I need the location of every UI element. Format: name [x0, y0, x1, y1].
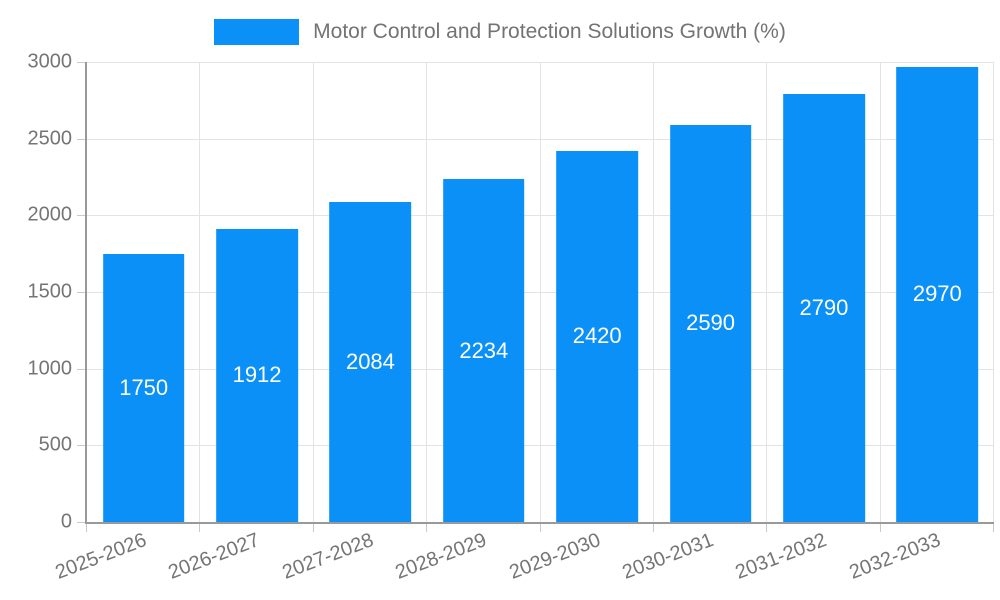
y-tick-label: 500 [38, 433, 72, 456]
x-gridline [993, 62, 994, 522]
bar[interactable]: 2790 [783, 94, 865, 522]
plot-area: 1750 1912 2084 2234 2420 2590 2790 2970 [77, 62, 994, 532]
y-gridline [87, 62, 994, 63]
x-tick-mark [652, 524, 654, 532]
x-tick-mark [86, 524, 87, 532]
y-tick-label: 1000 [27, 357, 73, 380]
y-tick-mark [77, 445, 85, 447]
x-gridline [199, 62, 201, 522]
y-tick-label: 0 [60, 510, 72, 533]
y-gridline [87, 138, 994, 140]
y-tick-label: 2000 [27, 203, 73, 226]
y-gridline [87, 292, 994, 293]
x-gridline [766, 62, 768, 522]
x-tick-label: 2031-2032 [732, 529, 830, 584]
bar[interactable]: 2970 [896, 66, 979, 522]
bar-value-label: 2970 [912, 281, 962, 307]
x-tick-mark [879, 524, 881, 532]
x-tick-mark [993, 524, 994, 532]
bar[interactable]: 2590 [669, 124, 752, 522]
x-tick-label: 2029-2030 [505, 529, 604, 584]
y-tick-mark [77, 215, 85, 217]
y-tick-mark [77, 292, 85, 293]
y-gridline [87, 215, 994, 217]
x-tick-label: 2027-2028 [279, 529, 377, 584]
x-tick-mark [312, 524, 314, 532]
y-axis-labels: 0 500 1000 1500 2000 2500 3000 [0, 51, 73, 533]
x-tick-mark [766, 524, 768, 532]
y-tick-label: 1500 [27, 280, 73, 303]
x-tick-label: 2025-2026 [52, 529, 150, 584]
bar-value-label: 2590 [686, 310, 736, 336]
x-gridline [426, 62, 428, 522]
y-tick-mark [77, 62, 85, 63]
x-tick-mark [426, 524, 428, 532]
y-tick-label: 2500 [27, 127, 73, 150]
y-tick-mark [77, 138, 85, 140]
y-tick-mark [77, 522, 85, 523]
x-axis-labels: 2025-2026 2026-2027 2027-2028 2028-2029 2029… [52, 529, 992, 600]
x-tick-label: 2032-2033 [846, 529, 944, 584]
legend-item[interactable]: Motor Control and Protection Solutions G… [0, 19, 1000, 45]
bar-value-label: 2234 [459, 337, 509, 363]
x-gridline [539, 62, 541, 522]
bar[interactable]: 2084 [329, 202, 412, 522]
x-gridline [879, 62, 881, 522]
y-tick-mark [77, 368, 85, 370]
bar-value-label: 1750 [119, 374, 169, 400]
bar[interactable]: 1750 [102, 253, 185, 522]
y-gridline [87, 368, 994, 370]
legend-swatch [214, 19, 300, 45]
x-tick-label: 2026-2027 [165, 529, 263, 584]
x-gridline [652, 62, 654, 522]
y-gridline [87, 445, 994, 447]
bar[interactable]: 2234 [443, 179, 525, 522]
bar[interactable]: 1912 [216, 228, 298, 522]
x-tick-label: 2030-2031 [619, 529, 717, 584]
bar-value-label: 2084 [345, 349, 395, 375]
x-tick-label: 2028-2029 [392, 529, 490, 584]
y-tick-label: 3000 [27, 50, 73, 73]
bar-value-label: 1912 [232, 362, 282, 388]
x-tick-mark [539, 524, 541, 532]
x-tick-mark [199, 524, 201, 532]
bar[interactable]: 2420 [556, 150, 638, 522]
x-gridline [312, 62, 314, 522]
bar-value-label: 2420 [572, 323, 622, 349]
bar-value-label: 2790 [799, 295, 849, 321]
legend-label: Motor Control and Protection Solutions G… [313, 20, 786, 43]
